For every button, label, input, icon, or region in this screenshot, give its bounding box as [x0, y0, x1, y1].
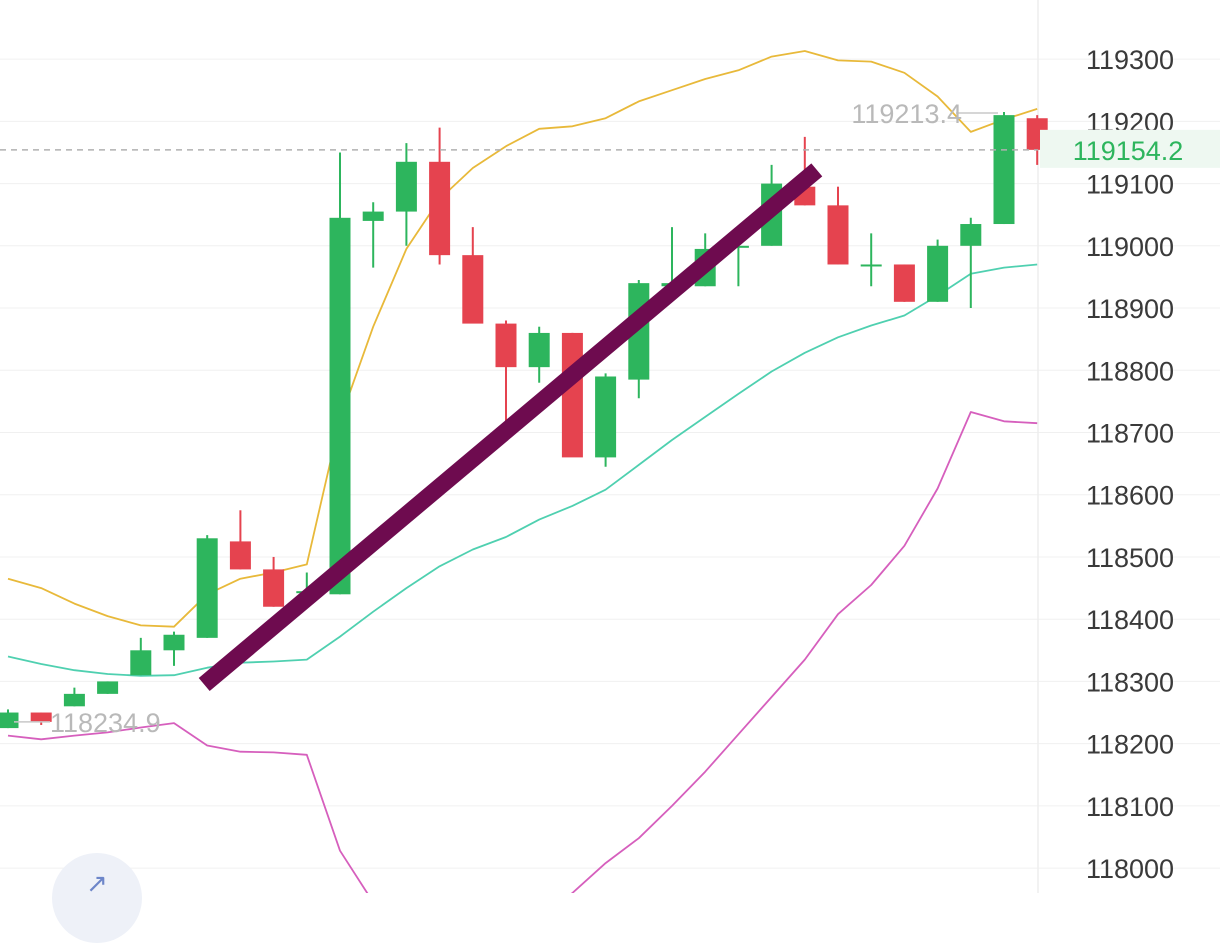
candle — [860, 233, 882, 287]
tick-label-119300: 119300 — [1086, 45, 1174, 75]
upper-band-line — [7, 50, 1038, 628]
candle — [528, 326, 550, 383]
tick-label-118200: 118200 — [1086, 730, 1174, 760]
candle-body — [163, 634, 185, 651]
candle — [130, 637, 152, 676]
tick-label-118900: 118900 — [1086, 294, 1174, 324]
tick-label-119000: 119000 — [1086, 232, 1174, 262]
candle — [827, 186, 849, 265]
candle — [0, 709, 19, 729]
candle-body — [561, 332, 583, 458]
candle-body — [860, 264, 882, 267]
candle-body — [362, 211, 384, 221]
candle — [263, 556, 285, 607]
candle-body — [429, 161, 451, 256]
arrow-up-right-icon: ↗ — [86, 869, 108, 899]
candle — [960, 217, 982, 309]
tick-label-118600: 118600 — [1086, 481, 1174, 511]
middle-band-line — [7, 263, 1038, 677]
tick-label-118000: 118000 — [1086, 854, 1174, 884]
candle — [462, 227, 484, 324]
high-price-label: 119213.4 — [851, 99, 962, 129]
candle — [395, 143, 417, 246]
candle-body — [30, 712, 52, 722]
candle-body — [827, 205, 849, 265]
tick-label-118500: 118500 — [1086, 543, 1174, 573]
tick-label-119100: 119100 — [1086, 170, 1174, 200]
tick-label-118400: 118400 — [1086, 605, 1174, 635]
candle — [30, 712, 52, 725]
tick-label-118100: 118100 — [1086, 792, 1174, 822]
candle — [893, 264, 915, 302]
candle-body — [595, 376, 617, 458]
candle — [628, 280, 650, 399]
candlestick-chart: 118000 118100 118200 118300 118400 118500 1186… — [0, 0, 1220, 893]
candle-body — [927, 245, 949, 302]
trendline[interactable] — [198, 163, 823, 692]
candle-body — [97, 681, 119, 694]
candle — [429, 127, 451, 265]
candle-body — [395, 161, 417, 212]
candle-body — [960, 224, 982, 246]
candle — [561, 332, 583, 458]
candle-body — [263, 569, 285, 607]
candle — [196, 535, 218, 638]
candle — [229, 510, 251, 570]
candle-body — [462, 255, 484, 324]
candle — [495, 320, 517, 424]
tick-label-118700: 118700 — [1086, 418, 1174, 448]
tick-label-118800: 118800 — [1086, 356, 1174, 386]
high-price-marker: 119213.4 — [851, 99, 998, 129]
tick-label-118300: 118300 — [1086, 667, 1174, 697]
candle-body — [528, 332, 550, 368]
bollinger-bands — [7, 50, 1038, 893]
candle — [362, 202, 384, 268]
last-price-badge — [1040, 129, 1220, 168]
candle — [63, 687, 85, 707]
candles — [0, 112, 1048, 729]
candle — [97, 681, 119, 694]
candle — [163, 631, 185, 666]
candle-body — [63, 693, 85, 707]
candle-body — [495, 323, 517, 368]
candle-body — [0, 712, 19, 729]
low-price-label: 118234.9 — [50, 708, 161, 738]
floating-action-button[interactable]: ↗ — [52, 853, 142, 943]
last-price-label: 119154.2 — [1073, 136, 1184, 166]
lower-band-line — [7, 411, 1038, 893]
candle-body — [196, 538, 218, 638]
candle-body — [329, 217, 351, 595]
grid-lines — [0, 58, 1220, 869]
candle — [329, 152, 351, 595]
candle — [993, 112, 1015, 225]
price-axis: 118000 118100 118200 118300 118400 118500 1186… — [1086, 45, 1174, 884]
candle-body — [229, 541, 251, 570]
candle-body — [993, 115, 1015, 225]
candle-body — [130, 650, 152, 676]
candle — [595, 373, 617, 467]
candle — [927, 239, 949, 302]
low-price-marker: 118234.9 — [14, 708, 161, 738]
candle-body — [893, 264, 915, 302]
